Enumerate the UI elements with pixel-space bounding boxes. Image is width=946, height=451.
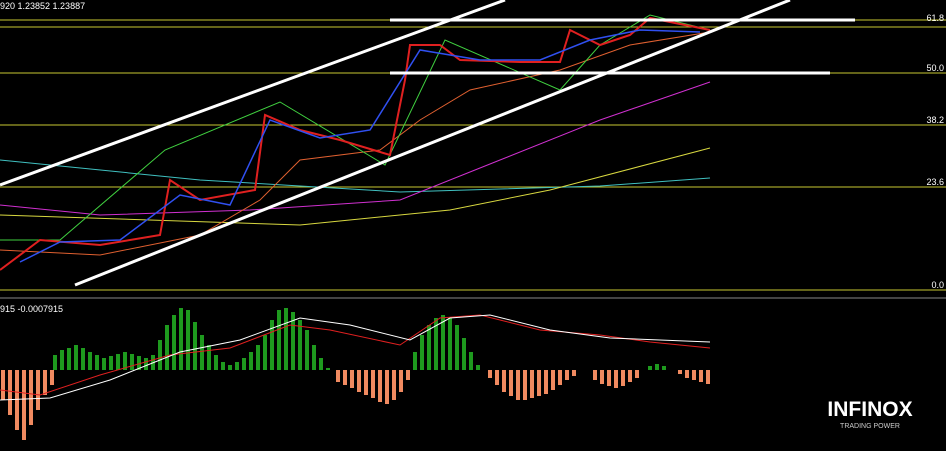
fib-label: 23.6: [926, 177, 944, 187]
signal-white: [0, 314, 711, 401]
fib-label: 61.8: [926, 13, 944, 23]
fib-label: 0.0: [931, 280, 944, 290]
ma-magenta: [0, 81, 711, 216]
fib-label: 38.2: [926, 115, 944, 125]
channel-upper: [0, 0, 506, 187]
signal-red: [0, 314, 711, 396]
indicator-text: 915 -0.0007915: [0, 304, 63, 314]
header-text: 920 1.23852 1.23887: [0, 1, 85, 11]
logo-tagline: TRADING POWER: [840, 423, 900, 430]
price: [0, 16, 711, 271]
ma-teal: [0, 159, 711, 193]
channel-lower: [74, 0, 791, 287]
histogram-negative: [1, 370, 710, 440]
logo-name: INFINOX: [827, 398, 912, 421]
histogram-positive: [53, 308, 666, 370]
ma-orange: [0, 31, 711, 256]
ma-yellow: [0, 147, 711, 226]
fib-label: 50.0: [926, 63, 944, 73]
price-blue: [19, 29, 701, 263]
zigzag: [0, 14, 711, 241]
